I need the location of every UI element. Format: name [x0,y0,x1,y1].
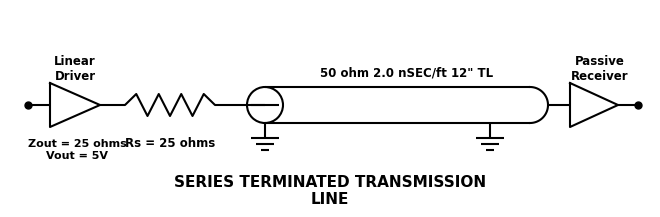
Text: 50 ohm 2.0 nSEC/ft 12" TL: 50 ohm 2.0 nSEC/ft 12" TL [320,66,493,79]
Text: Passive
Receiver: Passive Receiver [571,55,629,83]
Text: Rs = 25 ohms: Rs = 25 ohms [125,137,215,150]
Text: SERIES TERMINATED TRANSMISSION
LINE: SERIES TERMINATED TRANSMISSION LINE [174,175,486,207]
Text: Zout = 25 ohms
Vout = 5V: Zout = 25 ohms Vout = 5V [28,139,127,161]
Text: Linear
Driver: Linear Driver [54,55,96,83]
